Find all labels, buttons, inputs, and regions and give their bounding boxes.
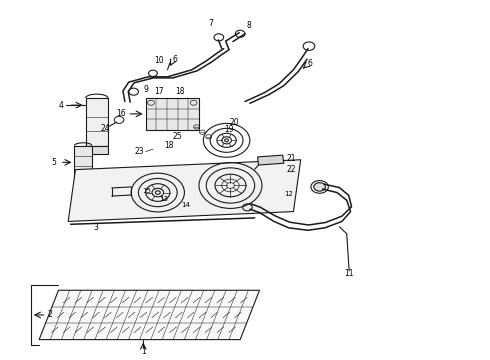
- Text: 12: 12: [284, 191, 293, 197]
- FancyBboxPatch shape: [86, 98, 108, 146]
- Circle shape: [314, 183, 325, 191]
- Text: 10: 10: [154, 57, 164, 66]
- Text: 9: 9: [143, 85, 148, 94]
- Text: 25: 25: [173, 132, 182, 141]
- Text: 14: 14: [181, 202, 190, 207]
- Polygon shape: [68, 160, 301, 221]
- Text: 4: 4: [59, 101, 64, 110]
- Text: 19: 19: [225, 125, 234, 134]
- Text: 18: 18: [164, 141, 173, 150]
- Text: 7: 7: [209, 19, 214, 28]
- Text: 2: 2: [48, 310, 52, 319]
- Text: 18: 18: [175, 87, 185, 96]
- Text: 6: 6: [308, 59, 313, 68]
- FancyBboxPatch shape: [74, 146, 92, 179]
- Text: 11: 11: [344, 269, 354, 278]
- Text: 15: 15: [143, 189, 151, 194]
- Text: 3: 3: [94, 223, 98, 232]
- Polygon shape: [39, 290, 260, 339]
- Text: 24: 24: [100, 124, 110, 133]
- Text: 6: 6: [172, 55, 177, 64]
- Text: 13: 13: [160, 195, 169, 202]
- Text: 5: 5: [51, 158, 56, 167]
- Text: 20: 20: [229, 118, 239, 127]
- FancyBboxPatch shape: [146, 98, 199, 130]
- Text: 23: 23: [135, 147, 144, 156]
- Text: 21: 21: [286, 154, 296, 163]
- Text: 8: 8: [246, 21, 251, 30]
- Text: 22: 22: [286, 165, 296, 174]
- FancyBboxPatch shape: [86, 146, 108, 154]
- Text: 17: 17: [154, 87, 164, 96]
- Text: 16: 16: [117, 109, 126, 118]
- Text: 1: 1: [141, 347, 146, 356]
- Polygon shape: [258, 155, 284, 165]
